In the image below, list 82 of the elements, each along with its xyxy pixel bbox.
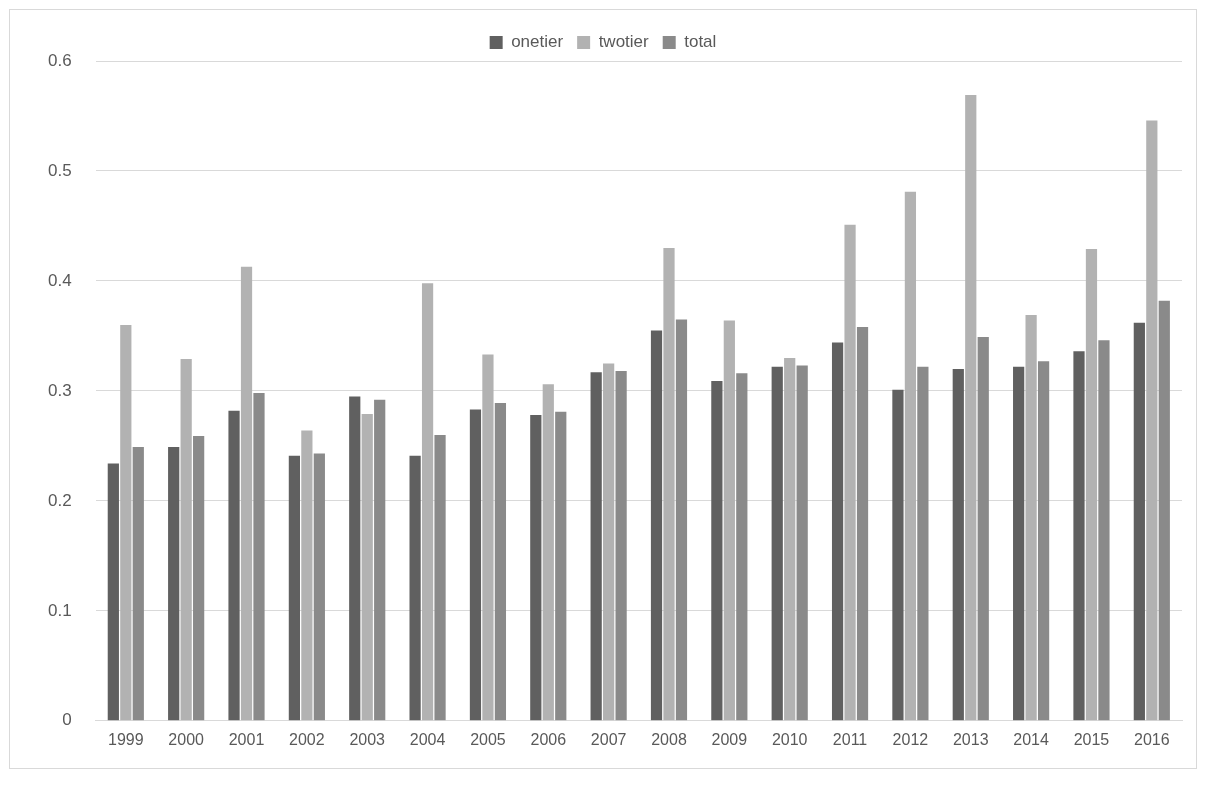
x-tick-label: 2015 <box>1073 730 1110 748</box>
x-tick-label: 2010 <box>771 730 808 748</box>
bar <box>1085 249 1098 721</box>
bar <box>1037 361 1050 721</box>
bar <box>723 320 735 721</box>
bar <box>831 342 844 721</box>
bar <box>1025 315 1037 721</box>
bar <box>253 393 265 721</box>
bar <box>469 409 482 721</box>
bar <box>494 403 507 721</box>
bar <box>107 463 119 721</box>
bar <box>228 410 240 721</box>
bar <box>349 396 361 721</box>
x-tick-label: 2013 <box>952 730 989 748</box>
bar <box>650 330 663 721</box>
bar <box>784 357 796 721</box>
bar <box>796 365 808 721</box>
bar <box>542 384 554 721</box>
bar <box>1146 120 1158 721</box>
y-tick-label: 0.6 <box>47 50 72 70</box>
bar <box>168 446 180 721</box>
bar <box>1133 322 1145 721</box>
bar <box>421 283 434 721</box>
bar <box>844 224 856 721</box>
y-tick-label: 0.5 <box>47 160 72 180</box>
bar <box>1073 351 1085 721</box>
x-tick-label: 2014 <box>1013 730 1050 748</box>
x-tick-label: 2011 <box>832 730 868 748</box>
bar <box>965 95 977 721</box>
bar <box>711 381 723 721</box>
bar <box>374 399 386 721</box>
bar <box>892 389 904 721</box>
bar <box>603 363 615 721</box>
bar <box>904 191 917 721</box>
x-tick-label: 2001 <box>228 730 265 748</box>
bar <box>675 319 688 721</box>
bar <box>301 430 313 721</box>
bar <box>917 366 929 721</box>
legend-label: total <box>684 32 717 52</box>
bar <box>615 371 627 721</box>
y-tick-label: 0.3 <box>47 380 72 400</box>
y-tick-label: 0.1 <box>47 600 72 620</box>
bar <box>1158 300 1170 721</box>
x-tick-label: 2007 <box>590 730 627 748</box>
bar <box>409 455 421 721</box>
legend-label: twotier <box>598 32 650 52</box>
x-tick-label: 2008 <box>651 730 687 748</box>
bar <box>977 337 989 721</box>
bar <box>120 324 132 721</box>
x-tick-label: 2012 <box>892 730 929 748</box>
x-tick-label: 2000 <box>168 730 205 748</box>
y-tick-label: 0 <box>62 710 72 730</box>
bar <box>313 453 325 721</box>
x-tick-label: 2002 <box>289 730 325 748</box>
legend-label: onetier <box>511 32 564 52</box>
bar <box>193 435 205 721</box>
x-tick-label: 2016 <box>1134 730 1170 748</box>
bar <box>434 434 446 721</box>
bar <box>856 327 869 721</box>
y-tick-label: 0.2 <box>47 490 72 510</box>
x-tick-label: 2006 <box>530 730 567 748</box>
bar <box>663 247 675 721</box>
bar <box>288 455 301 721</box>
x-tick-label: 2003 <box>349 730 386 748</box>
bar <box>771 366 783 721</box>
bar <box>590 372 602 721</box>
bar <box>240 266 253 721</box>
bar <box>1098 340 1110 721</box>
bar <box>530 415 542 721</box>
x-tick-label: 1999 <box>108 730 144 748</box>
bar <box>736 373 748 721</box>
bar <box>361 413 373 721</box>
bar <box>482 354 494 721</box>
bar <box>1013 366 1025 721</box>
bar <box>952 368 964 721</box>
bar <box>132 446 144 721</box>
bar <box>180 359 192 721</box>
bar <box>555 411 567 721</box>
x-tick-label: 2005 <box>470 730 506 748</box>
x-tick-label: 2004 <box>409 730 446 748</box>
x-tick-label: 2009 <box>711 730 748 748</box>
y-tick-label: 0.4 <box>47 270 72 290</box>
